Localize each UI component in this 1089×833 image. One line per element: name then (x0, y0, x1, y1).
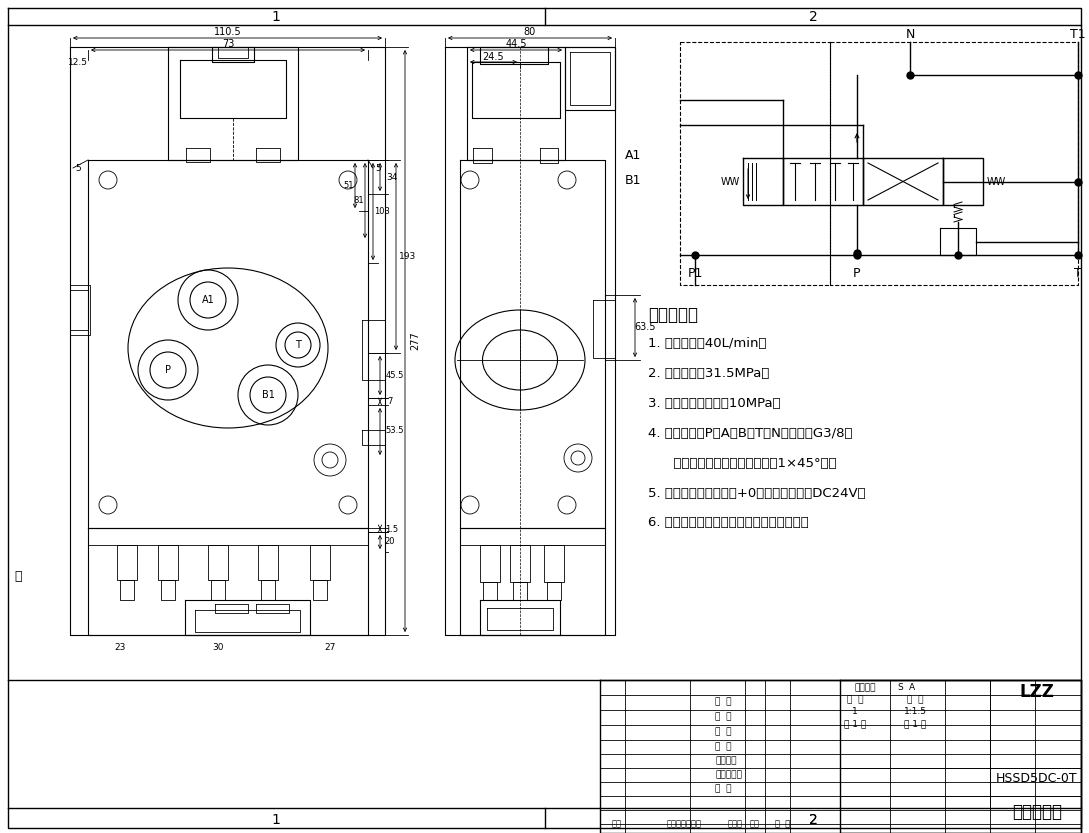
Text: 34: 34 (387, 172, 397, 182)
Text: 1: 1 (852, 707, 858, 716)
Text: 4. 油口尺寸：P、A、B、T、N油口均为G3/8；: 4. 油口尺寸：P、A、B、T、N油口均为G3/8； (648, 426, 853, 440)
Text: 3. 安全阀调定压力：10MPa；: 3. 安全阀调定压力：10MPa； (648, 397, 781, 410)
Text: 53.5: 53.5 (386, 426, 404, 435)
Text: T1: T1 (1070, 27, 1086, 41)
Text: 描  图: 描 图 (715, 727, 732, 736)
Text: 6. 阀体表面磷化处理，安全阀及螺堵镀锌。: 6. 阀体表面磷化处理，安全阀及螺堵镀锌。 (648, 516, 809, 530)
Text: 24.5: 24.5 (482, 52, 504, 62)
Text: 图样标记: 图样标记 (854, 684, 876, 692)
Text: 7: 7 (388, 397, 393, 406)
Text: 制  图: 制 图 (715, 712, 732, 721)
Text: T: T (295, 340, 301, 350)
Text: B1: B1 (625, 173, 641, 187)
Text: P1: P1 (687, 267, 702, 280)
Text: 1.5: 1.5 (386, 526, 399, 535)
Text: 签记: 签记 (612, 820, 622, 829)
Text: 批  准: 批 准 (775, 820, 791, 829)
Text: WW: WW (987, 177, 1005, 187)
Text: A1: A1 (201, 295, 215, 305)
Text: 12.5: 12.5 (68, 57, 88, 67)
Text: 20: 20 (384, 537, 395, 546)
Text: 23: 23 (114, 642, 125, 651)
Text: 起: 起 (14, 571, 22, 583)
Text: 更改人: 更改人 (729, 820, 743, 829)
Text: 103: 103 (374, 207, 390, 216)
Text: N: N (905, 27, 915, 41)
Text: 标准化检查: 标准化检查 (715, 771, 742, 780)
Text: 设  计: 设 计 (715, 697, 732, 706)
Text: 73: 73 (222, 39, 234, 49)
Text: 工艺检查: 工艺检查 (715, 756, 736, 766)
Text: 校  对: 校 对 (715, 742, 732, 751)
Text: 第 1 张: 第 1 张 (904, 720, 926, 729)
Text: 5. 控制方式：电磁控制+0型阀杆；电压：DC24V；: 5. 控制方式：电磁控制+0型阀杆；电压：DC24V； (648, 486, 866, 500)
Text: 1: 1 (271, 813, 281, 827)
Text: 80: 80 (524, 27, 536, 37)
Text: 81: 81 (354, 196, 365, 204)
Text: 技术要求：: 技术要求： (648, 306, 698, 324)
Text: 110.5: 110.5 (213, 27, 242, 37)
Text: T: T (1074, 267, 1081, 280)
Text: LZZ: LZZ (1019, 683, 1054, 701)
Text: 44.5: 44.5 (505, 39, 527, 49)
Text: 2: 2 (809, 10, 818, 24)
Text: 193: 193 (400, 252, 417, 261)
Text: 277: 277 (409, 332, 420, 351)
Text: 共 1 张: 共 1 张 (844, 720, 866, 729)
Text: 审  核: 审 核 (715, 785, 732, 794)
Text: 数  量: 数 量 (847, 696, 864, 705)
Text: 油口均为平面密封，油孔口倒1×45°角；: 油口均为平面密封，油孔口倒1×45°角； (648, 456, 836, 470)
Text: 2: 2 (809, 813, 818, 827)
Text: 1:1.5: 1:1.5 (904, 707, 927, 716)
Text: 27: 27 (325, 642, 335, 651)
Text: 51: 51 (344, 181, 354, 189)
Text: B1: B1 (261, 390, 274, 400)
Text: 30: 30 (212, 642, 223, 651)
Text: WW: WW (721, 177, 739, 187)
Text: 63.5: 63.5 (634, 322, 656, 332)
Text: 45.5: 45.5 (386, 371, 404, 380)
Text: A: A (909, 684, 915, 692)
Text: S: S (897, 684, 903, 692)
Text: 2. 额定压力：31.5MPa；: 2. 额定压力：31.5MPa； (648, 367, 769, 380)
Text: 更改内容或依据: 更改内容或依据 (666, 820, 702, 829)
Text: P: P (854, 267, 860, 280)
Text: 日期: 日期 (750, 820, 760, 829)
Text: A1: A1 (625, 148, 641, 162)
Text: 一联多路阀: 一联多路阀 (1012, 803, 1062, 821)
Text: HSSD5DC-0T: HSSD5DC-0T (996, 771, 1078, 785)
Text: 1. 额定流量：40L/min；: 1. 额定流量：40L/min； (648, 337, 767, 350)
Text: 2: 2 (809, 813, 818, 827)
Text: 比  例: 比 例 (907, 696, 923, 705)
Text: P: P (166, 365, 171, 375)
Text: 1: 1 (271, 10, 281, 24)
Text: 5: 5 (375, 163, 381, 172)
Text: 5: 5 (75, 163, 81, 172)
